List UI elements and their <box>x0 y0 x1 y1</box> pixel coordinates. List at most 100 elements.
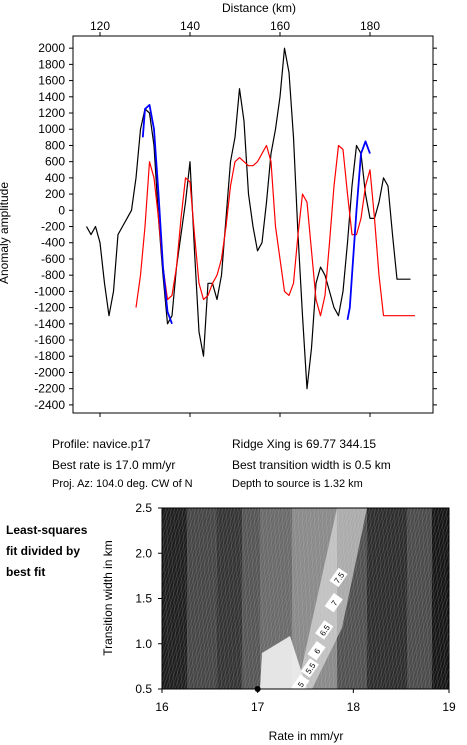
contour-label-box <box>329 567 348 588</box>
contour-line <box>361 508 371 689</box>
contour-band <box>242 508 260 689</box>
bottom-x-tick-label: 16 <box>155 700 169 714</box>
contour-line <box>369 508 431 689</box>
contour-line <box>40 508 100 689</box>
contour-label-text: 7 <box>330 598 340 607</box>
contour-line <box>67 508 127 689</box>
contour-line <box>25 508 85 689</box>
contour-line <box>365 508 375 689</box>
top-y-tick-label: -2400 <box>34 398 65 412</box>
contour-line <box>378 508 440 689</box>
contour-band <box>367 508 407 689</box>
contour-line <box>225 508 287 689</box>
top-x-axis-title: Distance (km) <box>222 1 296 15</box>
contour-line <box>423 612 449 689</box>
contour-label-box <box>324 593 343 613</box>
contour-line <box>162 508 215 666</box>
top-y-tick-label: -1200 <box>34 301 65 315</box>
contour-line <box>0 508 40 689</box>
bottom-axis-ticks: 16 17 18 19 0.5 1.0 1.5 2.0 2.5 <box>135 501 456 714</box>
contour-line <box>162 508 212 657</box>
depth-to-source-text: Depth to source is 1.32 km <box>232 478 363 490</box>
contour-line <box>393 522 449 689</box>
contour-line <box>457 508 467 689</box>
top-y-tick-label: 1600 <box>38 74 65 88</box>
contour-line <box>207 508 269 689</box>
contour-line <box>13 508 73 689</box>
contour-line <box>330 508 392 689</box>
contour-line <box>162 508 200 621</box>
contour-line <box>399 540 449 689</box>
top-y-tick-label: 2000 <box>38 41 65 55</box>
best-rate-text: Best rate is 17.0 mm/yr <box>52 458 176 472</box>
series-line-2 <box>135 144 415 317</box>
contour-line <box>237 508 247 689</box>
contour-line <box>222 508 284 689</box>
contour-line <box>0 508 49 689</box>
contour-line <box>333 508 395 689</box>
contour-line <box>354 508 416 689</box>
contour-line <box>162 508 188 585</box>
contour-line <box>293 508 303 689</box>
contour-line <box>177 508 187 689</box>
top-y-tick-label: -1400 <box>34 317 65 331</box>
contour-line <box>373 508 383 689</box>
top-x-tick-label: 160 <box>270 19 290 33</box>
contour-label: 6 <box>307 641 326 661</box>
bottom-y-tick-label: 2.0 <box>135 546 152 560</box>
contour-line <box>360 508 422 689</box>
contour-line <box>0 508 22 689</box>
top-y-tick-label: 1800 <box>38 57 65 71</box>
top-data-lines <box>85 47 415 390</box>
contour-line <box>389 508 399 689</box>
contour-line <box>393 508 403 689</box>
contour-label-text: 6 <box>312 646 322 655</box>
top-x-tick-label: 140 <box>180 19 200 33</box>
top-y-tick-label: 400 <box>45 171 65 185</box>
contour-line <box>217 508 227 689</box>
contour-label-box <box>307 641 326 661</box>
contour-line <box>229 508 239 689</box>
top-y-tick-label: 600 <box>45 155 65 169</box>
contour-line <box>463 508 467 689</box>
top-y-tick-label: -600 <box>41 252 65 266</box>
top-y-tick-label: -200 <box>41 220 65 234</box>
contour-line <box>162 508 197 612</box>
contour-line <box>408 567 449 689</box>
top-y-tick-label: 1400 <box>38 90 65 104</box>
contour-line <box>37 508 97 689</box>
top-y-tick-label: -400 <box>41 236 65 250</box>
contour-line <box>64 508 124 689</box>
contour-line <box>387 508 449 689</box>
series-line-1 <box>85 47 411 390</box>
contour-line <box>197 508 207 689</box>
contour-line <box>339 508 401 689</box>
contour-line <box>221 508 231 689</box>
contour-line <box>249 508 259 689</box>
bottom-y-tick-label: 1.5 <box>135 592 152 606</box>
top-y-tick-label: -1600 <box>34 333 65 347</box>
contour-line <box>231 508 293 689</box>
contour-line <box>0 508 55 689</box>
contour-line <box>169 508 179 689</box>
contour-line <box>321 508 383 689</box>
contour-line <box>22 508 82 689</box>
contour-line <box>402 549 449 689</box>
contour-line <box>162 508 203 630</box>
contour-line <box>375 508 437 689</box>
contour-line <box>432 640 449 689</box>
contour-line <box>401 508 411 689</box>
contour-line <box>174 508 236 689</box>
contour-line <box>366 508 428 689</box>
contour-line <box>327 508 389 689</box>
bottom-y-tick-label: 0.5 <box>135 682 152 696</box>
contour-line <box>0 508 25 689</box>
contour-line <box>0 508 34 689</box>
contour-line <box>162 508 176 548</box>
contour-line <box>198 508 260 689</box>
bottom-x-tick-label: 18 <box>347 700 361 714</box>
contour-line <box>241 508 251 689</box>
contour-line <box>0 508 58 689</box>
contour-line <box>162 508 191 594</box>
contour-line <box>216 508 278 689</box>
